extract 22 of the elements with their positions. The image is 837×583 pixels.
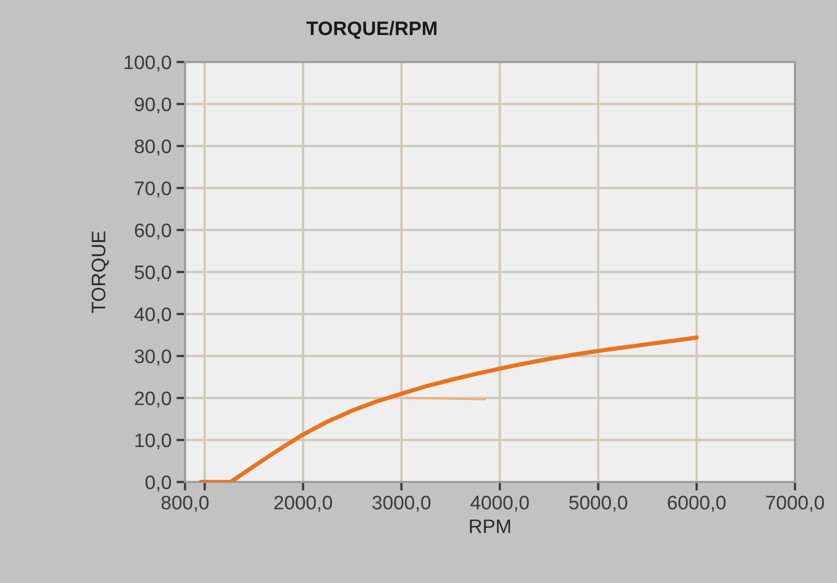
y-tick-label: 40,0	[134, 307, 172, 324]
y-tick-label: 60,0	[134, 223, 172, 240]
y-tick-label: 50,0	[134, 265, 172, 282]
y-tick-label: 70,0	[134, 181, 172, 198]
x-tick-label: 2000,0	[274, 496, 332, 512]
x-tick-label: 4000,0	[470, 496, 529, 512]
y-tick-label: 30,0	[134, 349, 172, 366]
x-tick-label: 800,0	[162, 496, 209, 512]
x-tick-label: 7000,0	[766, 496, 824, 512]
y-axis-title: TORQUE	[92, 231, 109, 313]
y-tick-label: 100,0	[124, 55, 172, 72]
y-tick-label: 20,0	[134, 391, 172, 408]
x-tick-label: 5000,0	[569, 496, 628, 512]
line-series	[198, 335, 699, 482]
x-tick-label: 6000,0	[668, 496, 726, 512]
y-tick-label: 80,0	[134, 139, 172, 156]
chart-title: TORQUE/RPM	[306, 20, 436, 39]
y-tick-label: 90,0	[134, 97, 172, 114]
x-tick-label: 3000,0	[372, 496, 430, 512]
x-axis-title: RPM	[470, 520, 510, 533]
y-tick-label: 10,0	[135, 433, 172, 450]
y-tick-label: 0,0	[146, 475, 172, 492]
